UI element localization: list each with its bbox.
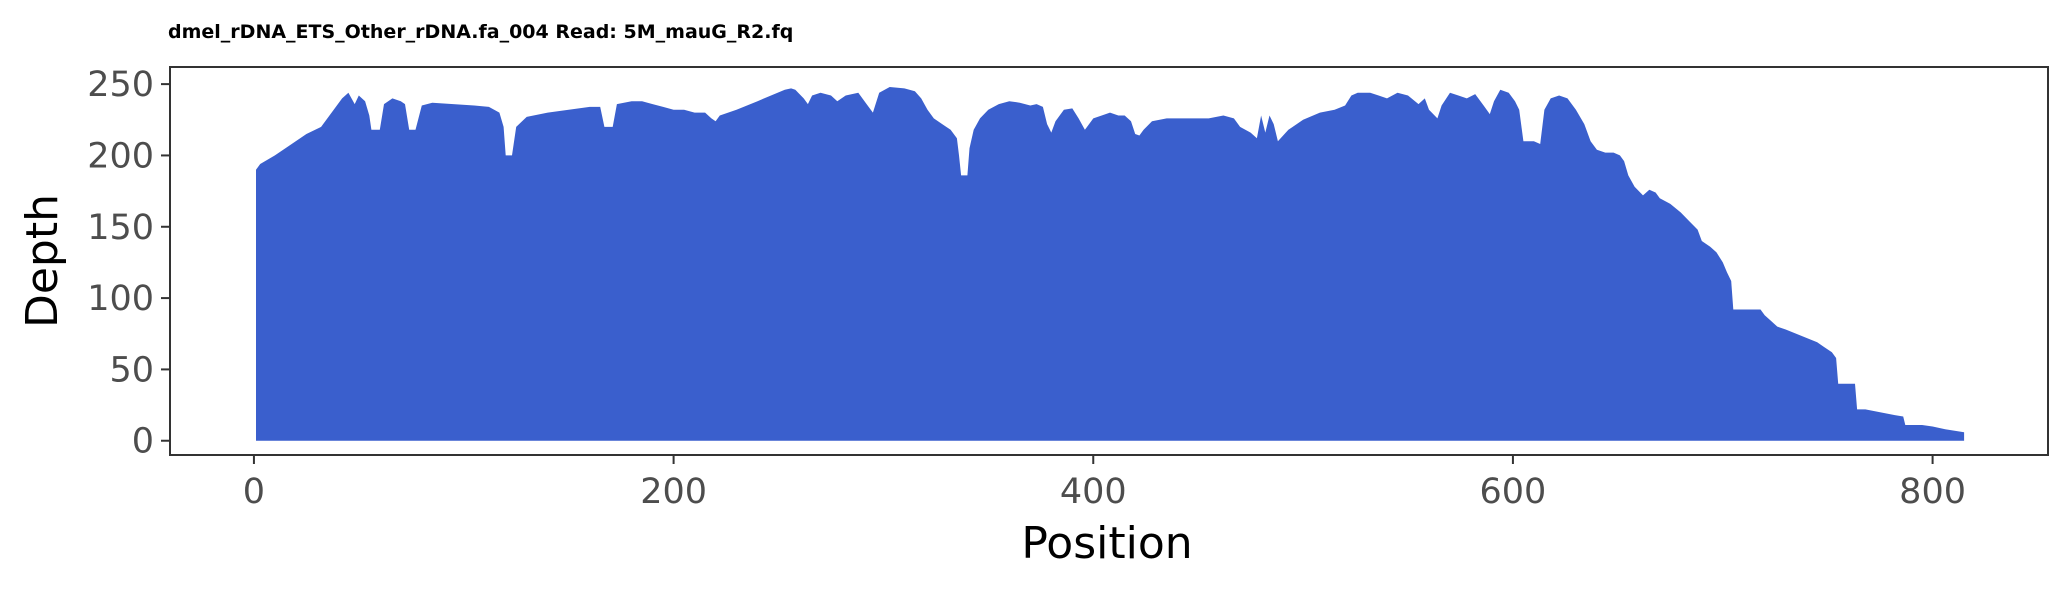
depth-area [256, 87, 1965, 441]
y-tick-label: 150 [87, 208, 154, 248]
x-tick-label: 200 [640, 472, 707, 512]
y-tick-label: 250 [87, 65, 154, 105]
plot-area [256, 87, 1965, 441]
x-axis-label: Position [1021, 518, 1192, 569]
x-tick-label: 400 [1060, 472, 1127, 512]
y-tick-label: 0 [132, 422, 154, 462]
plot-border [169, 66, 2049, 456]
y-tick-label: 100 [87, 279, 154, 319]
y-axis-label: Depth [17, 194, 68, 328]
x-tick-label: 0 [243, 472, 265, 512]
y-tick-label: 200 [87, 136, 154, 176]
x-axis: 0 200 400 600 800 [243, 455, 1966, 512]
y-axis: 0 50 100 150 200 250 [87, 65, 170, 462]
x-tick-label: 800 [1899, 472, 1966, 512]
chart-title: dmel_rDNA_ETS_Other_rDNA.fa_004 Read: 5M… [168, 21, 793, 43]
x-tick-label: 600 [1480, 472, 1547, 512]
y-tick-label: 50 [109, 350, 154, 390]
